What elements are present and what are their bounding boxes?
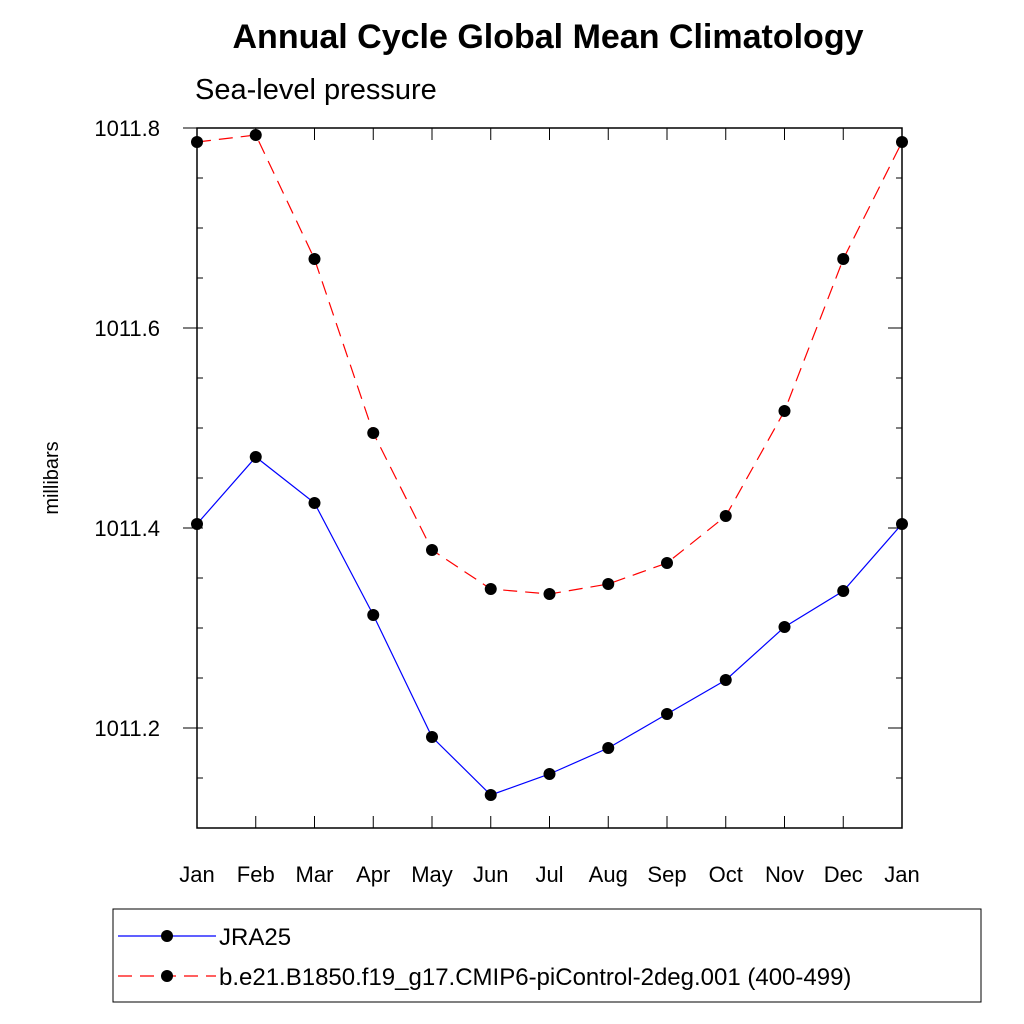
x-tick-label: Oct [709,862,743,887]
x-tick-label: Aug [589,862,628,887]
y-tick-label: 1011.2 [94,716,160,741]
data-point-1-9 [719,510,732,522]
series-line-0 [196,456,903,796]
data-point-0-6 [543,768,556,780]
axis-tick-labels: Jan Feb Mar Apr May Jun Jul Aug Sep Oct Nov Dec Jan 1… [94,116,919,887]
chart-title: Annual Cycle Global Mean Climatology [233,18,864,56]
y-tick-label: 1011.8 [94,116,160,141]
series-markers [191,129,908,801]
data-point-0-2 [308,497,321,509]
data-point-0-7 [602,742,615,754]
legend-label-jra25: JRA25 [219,924,291,951]
data-point-0-0 [191,518,203,530]
chart-subtitle: Sea-level pressure [195,74,437,106]
x-tick-label: May [411,862,453,887]
x-tick-label: Jun [473,862,508,887]
y-tick-label: 1011.6 [94,316,160,341]
data-point-1-1 [249,129,262,141]
data-point-0-1 [249,451,262,463]
x-tick-label: Dec [824,862,863,887]
x-tick-label: Jan [884,862,919,887]
data-point-0-12 [896,518,908,530]
x-tick-label: Mar [296,862,334,887]
x-tick-label: Nov [765,862,804,887]
data-point-0-3 [367,609,380,621]
legend-entry-jra25: JRA25 [118,924,291,951]
data-point-1-7 [602,578,615,590]
data-point-0-4 [426,731,438,743]
x-tick-label: Sep [647,862,686,887]
y-tick-label: 1011.4 [94,516,160,541]
legend-box [112,908,982,1003]
data-point-0-9 [719,674,732,686]
x-tick-label: Jul [535,862,563,887]
legend-marker-cesm [161,970,173,982]
legend-entry-cesm: b.e21.B1850.f19_g17.CMIP6-piControl-2deg… [118,964,851,991]
x-tick-label: Feb [237,862,275,887]
data-point-1-2 [308,253,321,265]
legend-label-cesm: b.e21.B1850.f19_g17.CMIP6-piControl-2deg… [219,964,851,991]
data-point-0-5 [484,789,497,801]
data-point-0-11 [837,585,850,597]
axis-ticks [183,127,903,829]
series-lines [196,134,903,796]
data-point-1-11 [837,253,850,265]
data-point-1-3 [367,427,380,439]
data-point-0-10 [778,621,791,633]
series-line-1 [196,134,903,595]
data-point-1-4 [426,544,438,556]
x-tick-label: Apr [356,862,390,887]
data-point-1-8 [661,557,673,569]
data-point-1-0 [191,136,203,148]
x-tick-label: Jan [179,862,214,887]
data-point-1-10 [778,405,791,417]
data-point-1-6 [543,588,556,600]
y-axis-label: millibars [41,441,63,514]
data-point-1-12 [896,136,908,148]
data-point-0-8 [661,708,673,720]
legend-marker-jra25 [161,930,173,942]
data-point-1-5 [484,583,497,595]
